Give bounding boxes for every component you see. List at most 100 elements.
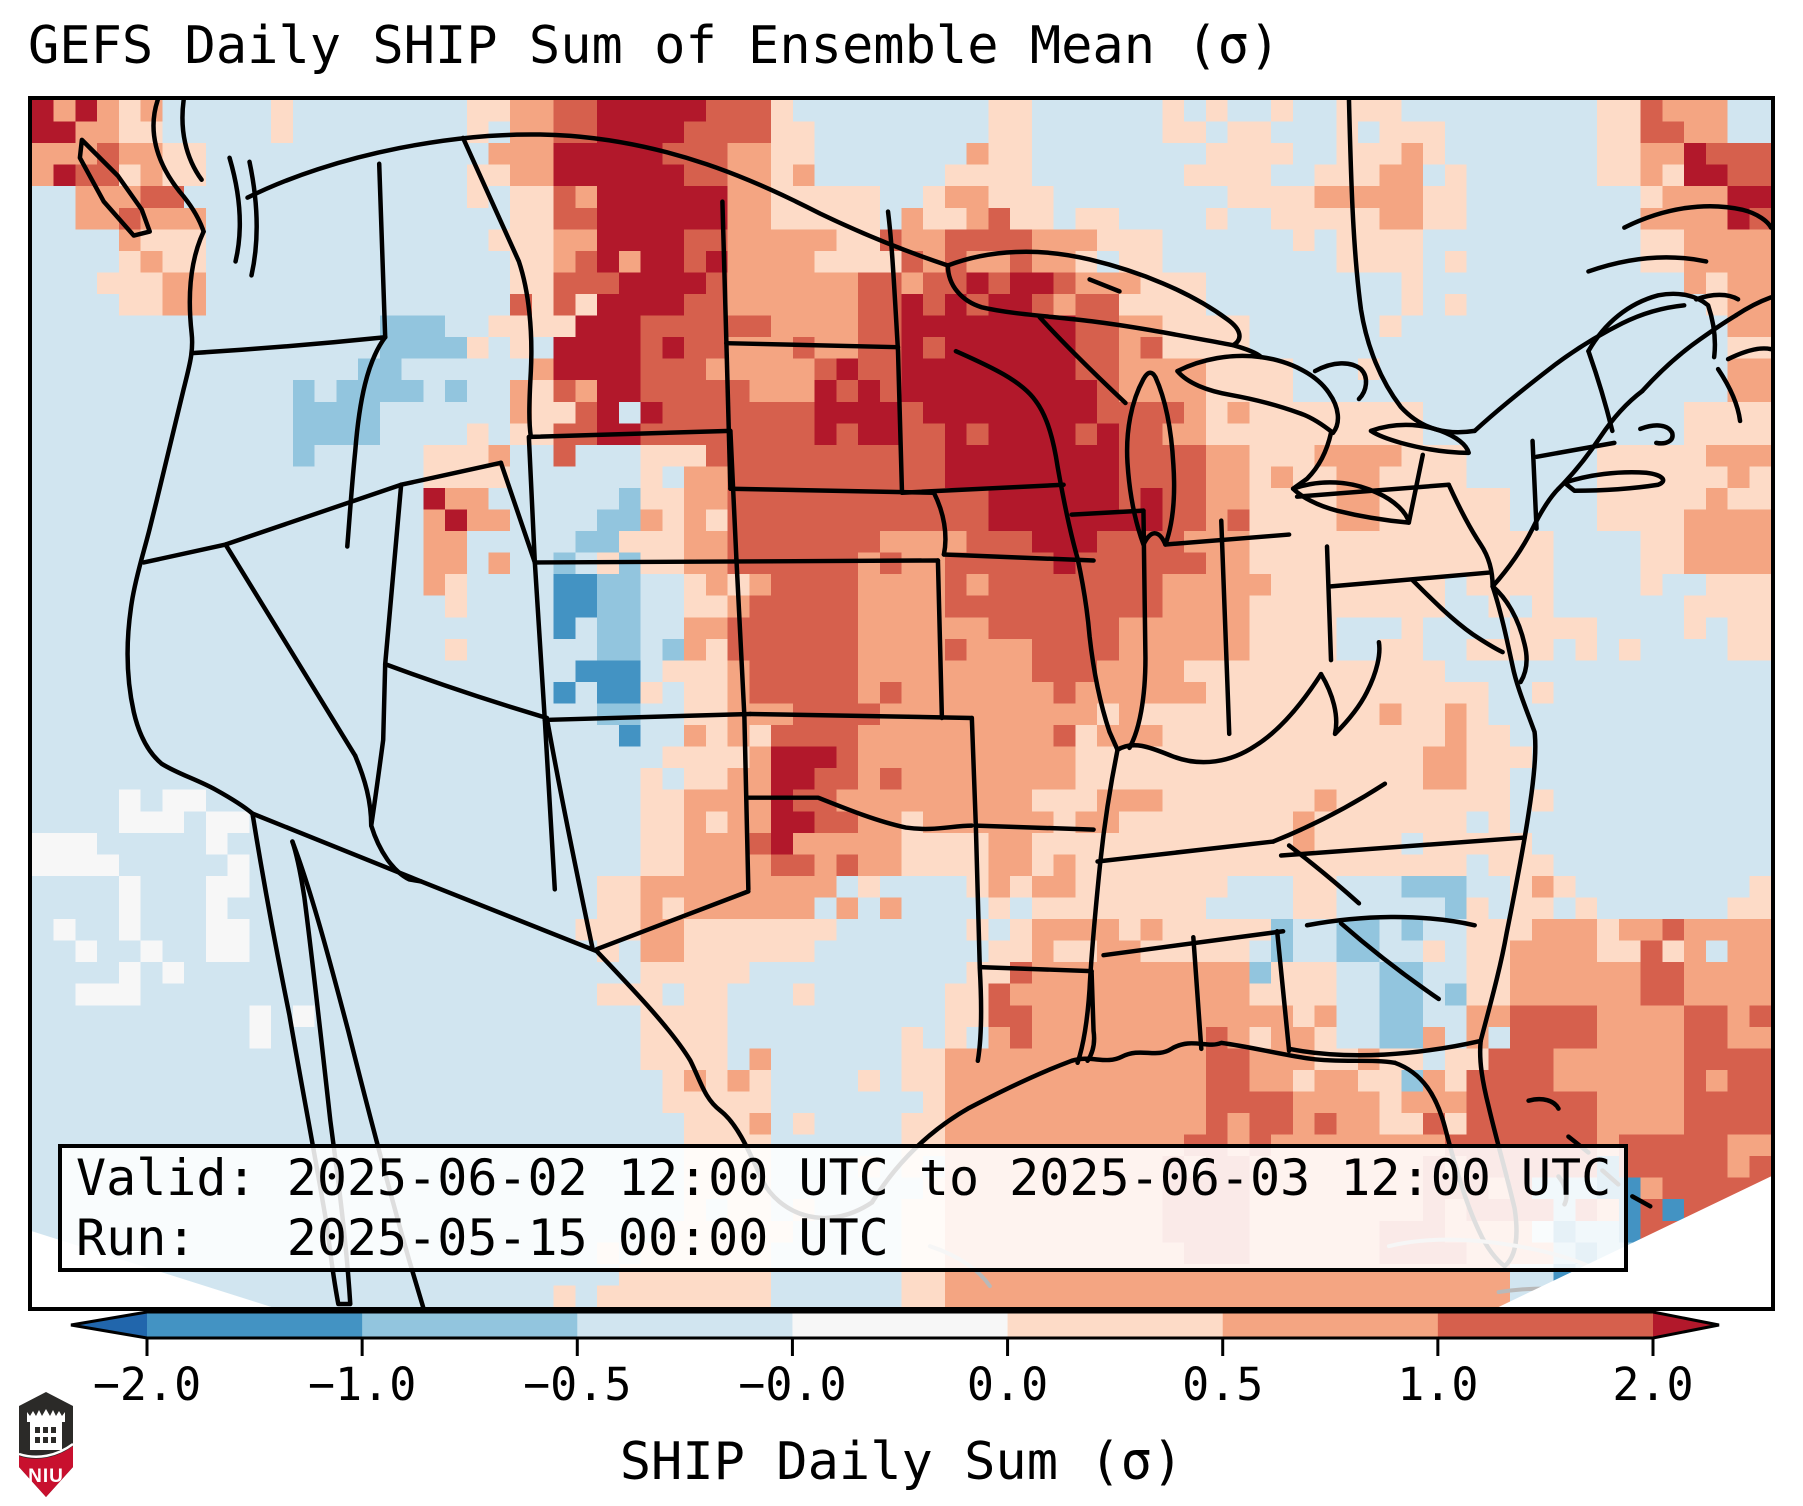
id-mt-line	[460, 135, 534, 440]
colorbar	[70, 1311, 1720, 1356]
colorbar-ticks	[145, 1338, 1655, 1356]
va-nc-line	[1278, 835, 1527, 858]
maritimes-coast	[1733, 295, 1771, 318]
colorbar-extend-low-arrow	[71, 1312, 147, 1338]
lake-superior	[945, 249, 1242, 348]
georgian-bay	[1312, 361, 1369, 402]
mississippi-lower	[1075, 747, 1120, 1066]
nv-az-line	[368, 661, 388, 828]
nm-tx-south-line	[594, 889, 751, 952]
maine-border	[1586, 291, 1718, 360]
info-box: Valid: 2025-06-02 12:00 UTC to 2025-06-0…	[58, 1144, 1628, 1272]
mi-south-line	[1163, 532, 1292, 547]
gulf-coast	[869, 1040, 1398, 1205]
nc-sc-line	[1304, 914, 1477, 928]
west-coast	[125, 229, 255, 816]
niu-shield-red-band	[19, 1446, 73, 1497]
maine-coast	[1640, 313, 1739, 394]
ar-la-line	[977, 964, 1094, 974]
ia-mo-line	[941, 552, 1096, 563]
pa-ny-line	[1294, 482, 1451, 499]
ca-nv-line	[223, 542, 358, 759]
wv-border	[1318, 639, 1382, 737]
or-id-line	[345, 334, 388, 549]
colorbar-segment	[362, 1312, 578, 1338]
vancouver-island-coast	[77, 137, 152, 238]
nh-me-line	[1586, 348, 1615, 434]
colorbar-tick-label: −1.0	[307, 1358, 417, 1411]
ga-sc-line	[1338, 921, 1442, 1002]
ohio-river	[1115, 671, 1324, 765]
ut-az-line	[382, 661, 550, 721]
colorbar-extend-high-arrow	[1653, 1312, 1719, 1338]
isle-royale	[1087, 277, 1122, 294]
oh-pa-line	[1324, 544, 1334, 663]
long-island	[1562, 470, 1666, 493]
ms-la-line	[1085, 968, 1097, 1064]
colorbar-segment	[1222, 1312, 1439, 1338]
niu-swoosh	[18, 1442, 74, 1458]
colorbar-tick-labels: −2.0 −1.0 −0.5 −0.0 0.0 0.5 1.0 2.0	[0, 1358, 1803, 1418]
colorbar-segment	[1007, 1312, 1224, 1338]
nm-east-line	[742, 713, 751, 892]
ga-fl-line	[1286, 1038, 1483, 1058]
ky-tn-line	[1095, 839, 1276, 864]
info-valid: Valid: 2025-06-02 12:00 UTC to 2025-06-0…	[76, 1149, 1612, 1207]
ut-north-line	[398, 460, 504, 487]
tx-east-line	[973, 823, 984, 1064]
colorbar-segments	[147, 1312, 1654, 1338]
ks-east-line	[935, 558, 945, 721]
colorbar-segment	[1437, 1312, 1654, 1338]
state-borders	[32, 100, 1771, 1307]
atlantic-coast	[1478, 584, 1538, 1044]
pei	[1693, 292, 1741, 302]
puget-sound-2	[247, 159, 259, 278]
plot-title: GEFS Daily SHIP Sum of Ensemble Mean (σ)	[28, 16, 1281, 76]
bc-coast	[151, 100, 206, 234]
ontario-quebec-border	[1346, 100, 1477, 435]
wy-ne-east-line	[728, 428, 739, 561]
tn-nc-line	[1286, 843, 1362, 906]
st-lawrence	[1472, 303, 1687, 434]
lake-ontario	[1368, 422, 1471, 456]
colorbar-segment	[577, 1312, 794, 1338]
ar-mo-line	[973, 823, 1096, 832]
colorbar-axis-label: SHIP Daily Sum (σ)	[619, 1432, 1184, 1492]
mt-nd-line	[720, 199, 729, 346]
colorbar-tick-label: −0.0	[738, 1358, 847, 1411]
ks-ok-line	[748, 711, 975, 721]
lake-huron	[1175, 353, 1341, 436]
baja-peninsula	[250, 811, 353, 1307]
canada-border	[245, 132, 951, 268]
ny-vt-line	[1530, 438, 1539, 531]
co-west-line	[532, 560, 548, 723]
colorbar-tick-label: 1.0	[1397, 1358, 1479, 1411]
niu-text: NIU	[28, 1466, 64, 1487]
colorbar-tick-label: 0.5	[1182, 1358, 1264, 1411]
sd-ne-line	[728, 486, 937, 495]
mt-sd-wy-line	[724, 340, 733, 491]
co-south-line	[542, 711, 753, 723]
soo-link	[1230, 342, 1264, 360]
nv-ut-line	[382, 482, 404, 667]
colorbar-segment	[792, 1312, 1009, 1338]
wa-or-line	[189, 334, 388, 356]
gaspe-coast	[1586, 204, 1771, 274]
ms-al-line	[1191, 934, 1204, 1052]
ma-north-line	[1534, 440, 1617, 460]
map-panel: Valid: 2025-06-02 12:00 UTC to 2025-06-0…	[28, 96, 1775, 1311]
lake-michigan	[1124, 370, 1177, 547]
ut-east-line	[498, 460, 538, 565]
in-oh-line	[1219, 518, 1232, 737]
nj-shore	[1490, 486, 1561, 589]
mississippi-upper	[953, 348, 1120, 753]
puget-sound	[227, 155, 243, 264]
wy-west-line	[526, 434, 538, 565]
az-nm-line	[544, 715, 595, 952]
potomac	[1410, 578, 1505, 655]
il-in-line	[1127, 508, 1148, 751]
colorbar-tick-label: −2.0	[92, 1358, 202, 1411]
nova-scotia	[1715, 346, 1771, 424]
colorbar-tick-label: −0.5	[523, 1358, 632, 1411]
